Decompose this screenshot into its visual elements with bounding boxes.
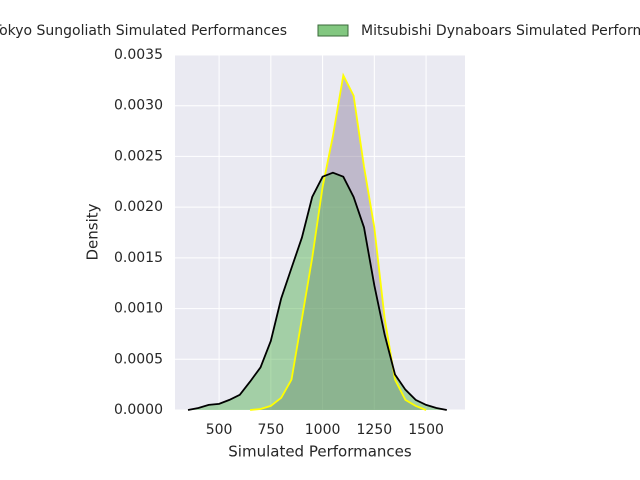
y-tick-label: 0.0025 <box>114 148 163 164</box>
x-axis-label: Simulated Performances <box>228 443 412 461</box>
legend-label: Mitsubishi Dynaboars Simulated Performan… <box>361 23 640 39</box>
y-tick-label: 0.0020 <box>114 199 163 215</box>
x-tick-label: 750 <box>257 422 284 438</box>
y-tick-label: 0.0005 <box>114 351 163 367</box>
y-tick-label: 0.0010 <box>114 301 163 317</box>
y-tick-label: 0.0000 <box>114 402 163 418</box>
y-tick-label: 0.0030 <box>114 98 163 114</box>
y-tick-label: 0.0035 <box>114 47 163 63</box>
x-tick-label: 1500 <box>408 422 444 438</box>
lines <box>187 72 447 411</box>
x-tick-label: 1250 <box>357 422 393 438</box>
plot-area <box>175 55 465 410</box>
density-area <box>188 172 447 410</box>
density-line <box>250 72 427 411</box>
x-tick-label: 1000 <box>305 422 341 438</box>
legend-swatch <box>317 24 349 37</box>
x-tick-label: 500 <box>206 422 233 438</box>
density-line <box>187 171 447 411</box>
y-tick-label: 0.0015 <box>114 250 163 266</box>
legend-label: Tokyo Sungoliath Simulated Performances <box>0 23 287 39</box>
y-axis-label: Density <box>84 203 102 260</box>
